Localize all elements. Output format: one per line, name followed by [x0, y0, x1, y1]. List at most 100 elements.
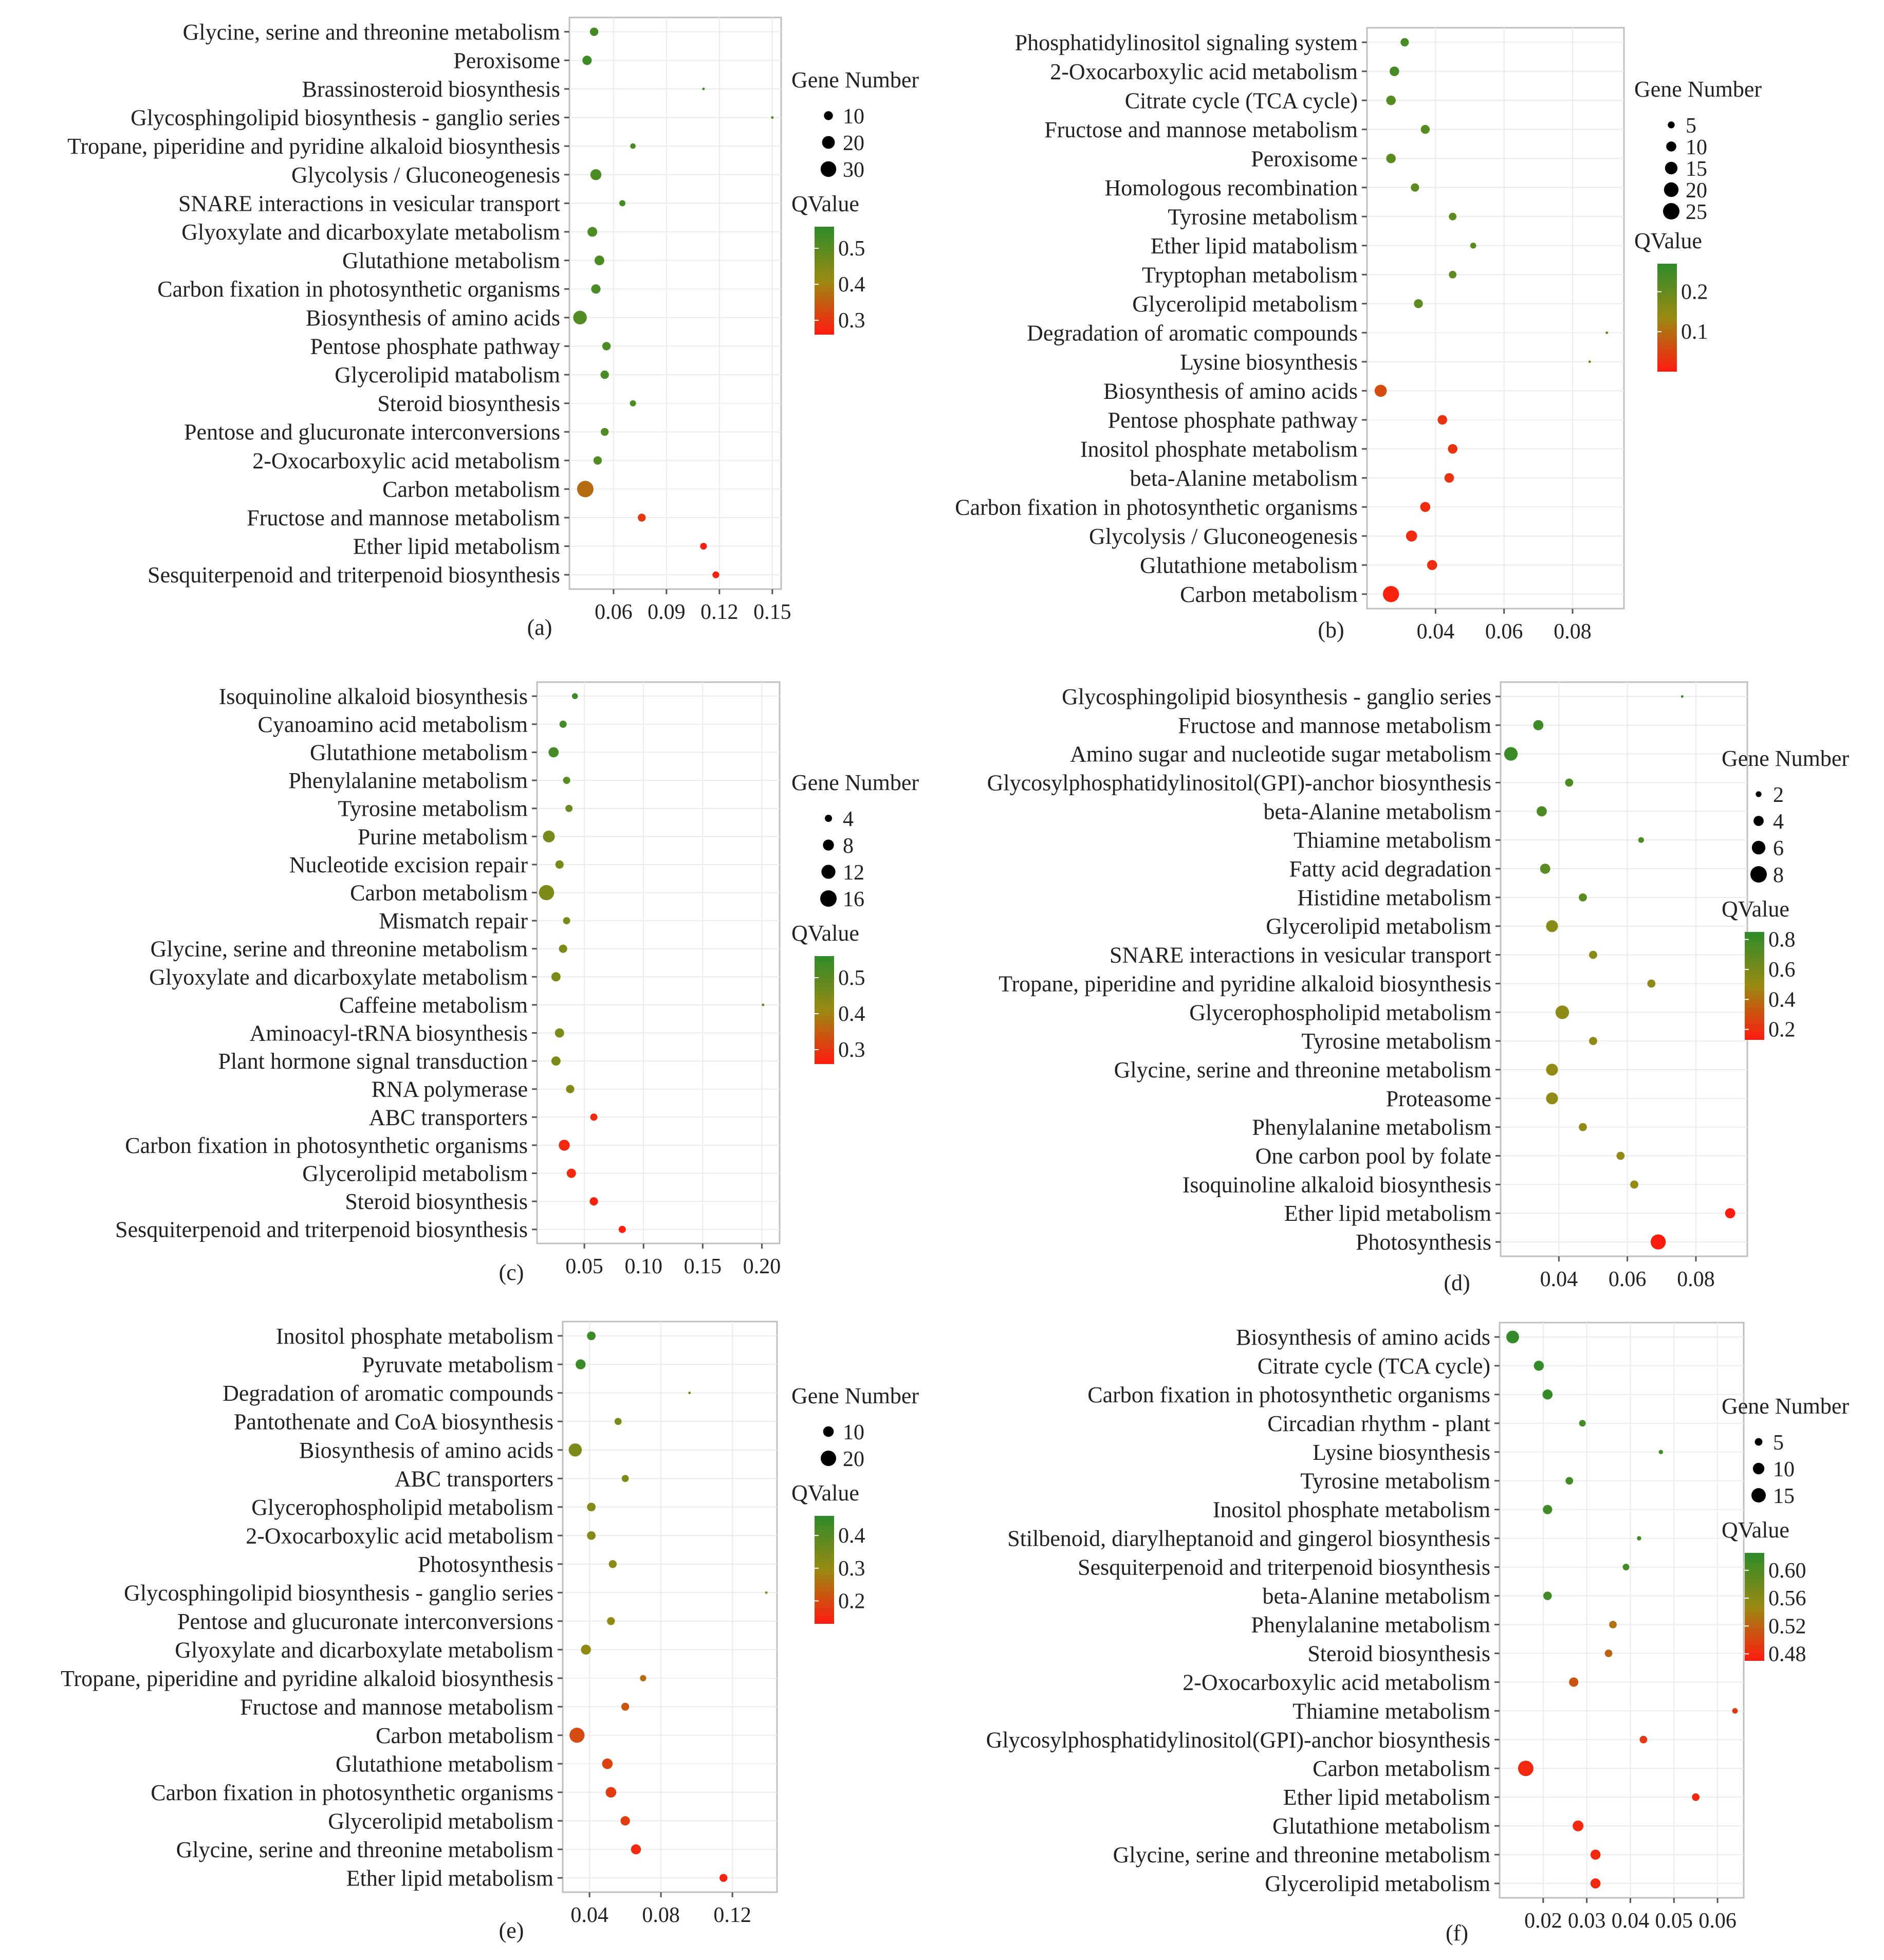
- size-legend-label: 2: [1773, 783, 1784, 807]
- pathway-label: Aminoacyl-tRNA biosynthesis: [250, 1021, 528, 1046]
- data-point: [1647, 979, 1656, 988]
- color-legend-title: QValue: [791, 921, 859, 946]
- pathway-label: Glycerolipid metabolism: [1266, 914, 1491, 939]
- pathway-label: ABC transporters: [369, 1105, 528, 1130]
- data-point: [1638, 837, 1644, 843]
- data-point: [591, 284, 601, 294]
- pathway-label: Glutathione metabolism: [342, 248, 560, 273]
- pathway-label: Fructose and mannose metabolism: [1044, 117, 1358, 142]
- size-legend-dot: [1751, 840, 1766, 855]
- size-legend: Gene Number 10 20 30: [791, 67, 919, 182]
- pathway-label: Glutathione metabolism: [310, 740, 528, 765]
- data-point: [555, 860, 564, 869]
- size-legend-dot: [1751, 1488, 1766, 1503]
- color-legend-bar: [1745, 1553, 1764, 1661]
- pathway-label: Ether lipid matabolism: [1151, 233, 1358, 259]
- data-point: [1518, 1761, 1534, 1776]
- pathway-label: Degradation of aromatic compounds: [223, 1381, 553, 1406]
- size-legend: Gene Number 2 4 6 8: [1722, 746, 1849, 887]
- data-point: [559, 944, 567, 953]
- pathway-label: RNA polymerase: [372, 1077, 528, 1102]
- pathway-label: Isoquinoline alkaloid biosynthesis: [219, 684, 528, 709]
- panel-label: (e): [499, 1918, 524, 1943]
- x-tick-label: 0.04: [1612, 1909, 1650, 1933]
- color-legend: QValue 0.2 0.1: [1634, 228, 1708, 372]
- plot-frame: [1499, 1322, 1745, 1899]
- size-legend-dot: [822, 136, 835, 149]
- data-point: [1609, 1621, 1617, 1628]
- data-point: [594, 255, 604, 266]
- x-tick-label: 0.04: [1417, 620, 1455, 644]
- pathway-label: 2-Oxocarboxylic acid metabolism: [1050, 59, 1358, 84]
- pathway-label: Tyrosine metabolism: [1301, 1029, 1491, 1054]
- data-point: [621, 1475, 629, 1482]
- pathway-label: Lysine biosynthesis: [1180, 350, 1358, 375]
- data-point: [590, 1113, 598, 1121]
- x-tick-label: 0.06: [1485, 620, 1523, 644]
- data-point: [1448, 444, 1457, 454]
- color-legend-bar: [815, 956, 834, 1064]
- plot-frame: [1366, 27, 1625, 610]
- data-point: [563, 777, 570, 784]
- data-point: [571, 693, 578, 700]
- x-tick-label: 0.10: [624, 1255, 662, 1278]
- pathway-label: Glycerolipid metabolism: [302, 1161, 528, 1186]
- size-legend-dot: [1753, 816, 1764, 826]
- size-legend-label: 30: [843, 158, 864, 182]
- data-point: [1565, 778, 1574, 787]
- pathway-label: Biosynthesis of amino acids: [1236, 1325, 1490, 1350]
- data-point: [543, 830, 555, 842]
- data-point: [712, 571, 719, 578]
- data-point: [1420, 502, 1431, 512]
- pathway-label: Carbon metabolism: [382, 477, 560, 502]
- data-point: [1579, 1123, 1587, 1131]
- panel-f: 0.02 0.03 0.04 0.05 0.06 Biosynthesis of amin…: [986, 1322, 1849, 1946]
- size-legend-label: 15: [1773, 1485, 1795, 1508]
- color-legend-label: 0.2: [838, 1589, 865, 1613]
- size-legend-label: 10: [843, 1421, 864, 1444]
- pathway-label: 2-Oxocarboxylic acid metabolism: [246, 1523, 553, 1548]
- size-legend: Gene Number 5 10 15: [1722, 1394, 1849, 1508]
- data-point: [1542, 1389, 1553, 1400]
- data-point: [1579, 893, 1587, 902]
- size-legend-title: Gene Number: [1722, 746, 1849, 771]
- data-point: [590, 169, 602, 180]
- pathway-label: Peroxisome: [453, 48, 560, 73]
- size-legend-label: 16: [843, 888, 864, 911]
- size-legend-dot: [823, 1426, 834, 1437]
- panel-b: 0.04 0.06 0.08 Phosphatidylinositol signali…: [955, 27, 1762, 644]
- data-point: [1732, 1708, 1738, 1714]
- data-point: [559, 1140, 570, 1151]
- data-point: [1533, 720, 1544, 730]
- size-legend-title: Gene Number: [1722, 1394, 1849, 1419]
- data-point: [1386, 153, 1396, 163]
- pathway-label: Pentose phosphate pathway: [1108, 408, 1358, 433]
- data-point: [1411, 183, 1419, 192]
- pathway-label: Phenylalanine metabolism: [1252, 1115, 1491, 1140]
- color-legend-label: 0.5: [838, 966, 865, 990]
- pathway-label: Isoquinoline alkaloid biosynthesis: [1183, 1172, 1491, 1197]
- data-point: [1546, 920, 1558, 932]
- size-legend-dot: [1668, 121, 1675, 129]
- data-point: [600, 428, 609, 436]
- color-legend-bar: [815, 227, 834, 335]
- data-point: [1540, 864, 1550, 874]
- pathway-label: Cyanoamino acid metabolism: [258, 712, 528, 737]
- color-legend-label: 0.4: [838, 273, 865, 297]
- pathway-label: Sesquiterpenoid and triterpenoid biosynt…: [115, 1217, 528, 1242]
- size-legend: Gene Number 10 20: [791, 1383, 919, 1471]
- data-point: [1604, 1650, 1613, 1657]
- pathway-label: Biosynthesis of amino acids: [306, 305, 560, 331]
- pathway-label: Phenylalanine metabolism: [288, 768, 528, 793]
- data-point: [1374, 384, 1387, 397]
- data-point: [602, 1758, 613, 1769]
- pathway-label: Photosynthesis: [1356, 1230, 1491, 1255]
- data-point: [1537, 806, 1547, 817]
- data-point: [1546, 1064, 1558, 1076]
- data-point: [1630, 1180, 1638, 1189]
- pathway-label: Carbon metabolism: [1180, 582, 1358, 607]
- color-legend-label: 0.60: [1768, 1559, 1806, 1583]
- size-legend-label: 20: [843, 1448, 864, 1471]
- data-point: [605, 1787, 617, 1798]
